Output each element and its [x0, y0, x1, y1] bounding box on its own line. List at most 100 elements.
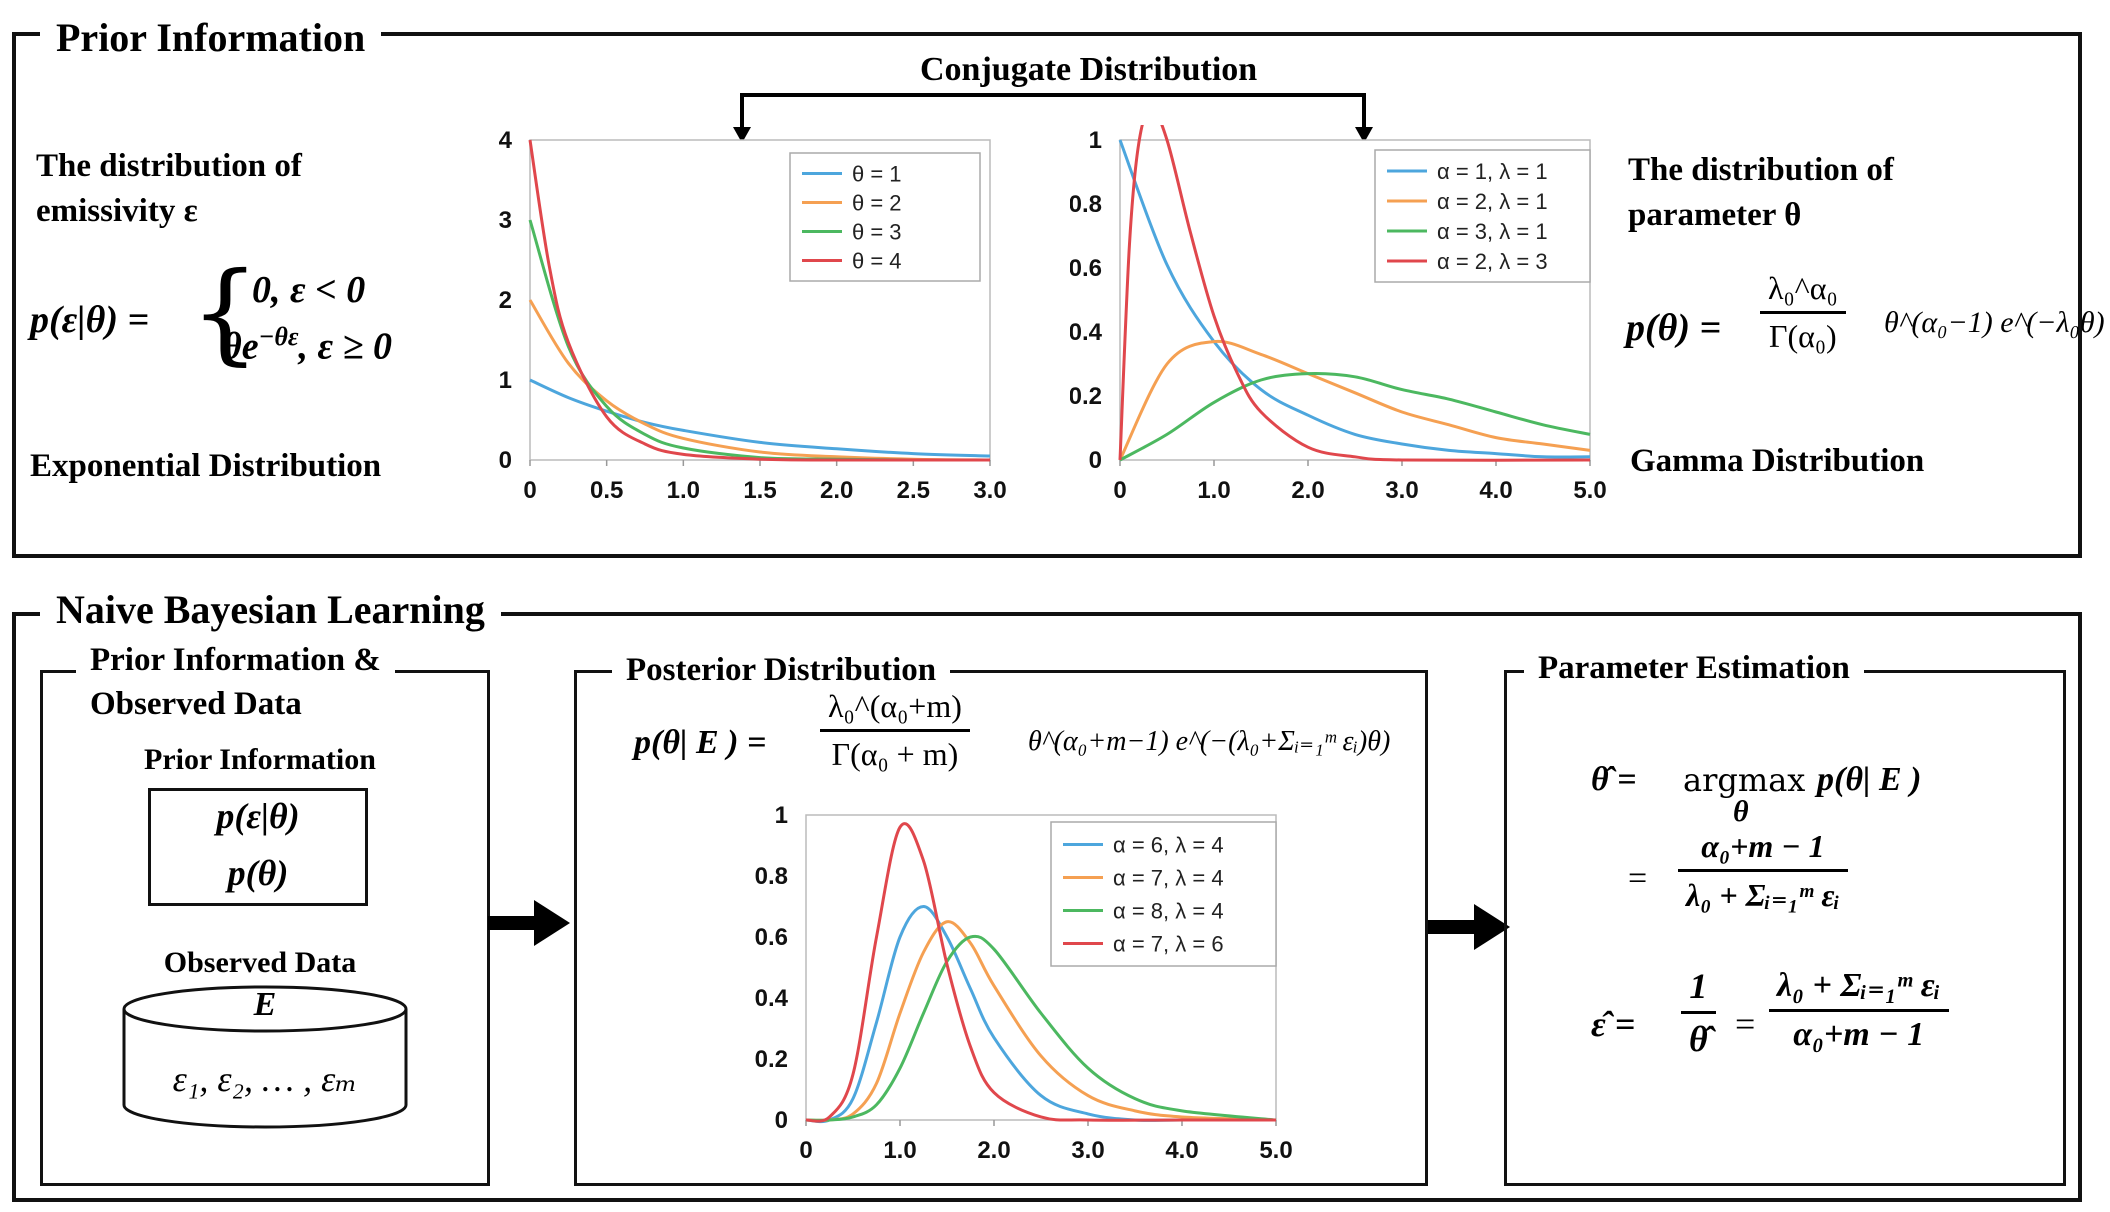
exponential-pdf-lhs: p(ε|θ) = [30, 299, 150, 341]
y-tick-label: 3 [499, 207, 512, 234]
y-tick-label: 0 [775, 1107, 788, 1134]
emissivity-desc-line2: emissivity ε [36, 193, 198, 229]
legend-label: α = 7, λ = 6 [1113, 932, 1224, 957]
x-tick-label: 2.0 [1291, 477, 1324, 504]
legend-label: α = 2, λ = 3 [1437, 249, 1548, 274]
series-line-1 [1118, 139, 1591, 459]
x-tick-label: 3.0 [973, 477, 1006, 504]
x-tick-label: 0 [1113, 477, 1126, 504]
x-tick-label: 0 [523, 477, 536, 504]
observed-samples: ε₁, ε₂, … , εₘ [172, 1059, 358, 1099]
prior-info-box [148, 788, 368, 906]
y-tick-label: 0.4 [755, 985, 789, 1012]
legend-label: α = 7, λ = 4 [1113, 866, 1224, 891]
estimate-emissivity: ε̂ = 1 θ̂ = λ₀ + Σᵢ₌₁ᵐ εᵢ α₀+m − 1 [1585, 965, 2055, 1085]
y-tick-label: 0.8 [1070, 191, 1102, 218]
prior-observed-title-2: Observed Data [90, 686, 302, 722]
x-tick-label: 1.0 [883, 1137, 916, 1164]
x-tick-label: 1.0 [1197, 477, 1230, 504]
gamma-pdf-den: Γ(α₀) [1760, 311, 1846, 355]
posterior-fraction: λ₀^(α₀+m) Γ(α₀ + m) [820, 688, 970, 773]
cases-brace: { [190, 248, 260, 376]
estimate-eps-den: α₀+m − 1 [1769, 1009, 1949, 1054]
legend-label: α = 2, λ = 1 [1437, 189, 1548, 214]
gamma-chart: 0 1.0 2.0 3.0 4.0 5.0 0 0.2 0.4 0.6 0.8 1 α = 1, λ =… [1070, 125, 1607, 504]
observed-data-label: Observed Data [163, 946, 357, 979]
posterior-chart: 0 1.0 2.0 3.0 4.0 5.0 0 0.2 0.4 0.6 0.8 1 α = 6, λ =… [755, 802, 1293, 1164]
conjugate-arrow [733, 93, 1373, 143]
estimate-theta-closed-form: = α₀+m − 1 λ₀ + Σᵢ₌₁ᵐ εᵢ [1618, 828, 2038, 938]
estimate-eps-num: λ₀ + Σᵢ₌₁ᵐ εᵢ [1777, 967, 1941, 1004]
legend-label: α = 3, λ = 1 [1437, 219, 1548, 244]
argmax-subscript: θ [1733, 795, 1749, 828]
series-line-4 [1118, 125, 1591, 462]
x-tick-label: 3.0 [1385, 477, 1418, 504]
legend-label: θ = 1 [852, 162, 902, 187]
y-tick-label: 2 [499, 287, 512, 314]
estimate-eps-inv-den: θ̂ [1681, 1011, 1716, 1060]
x-tick-label: 2.0 [977, 1137, 1010, 1164]
case-2-tail: , ε ≥ 0 [298, 325, 392, 368]
parameter-desc-line1: The distribution of [1628, 152, 1894, 188]
x-tick-label: 0 [799, 1137, 812, 1164]
exponential-dist-name: Exponential Distribution [30, 448, 382, 484]
case-2: θe−θε, ε ≥ 0 [222, 322, 392, 369]
series-line-2 [805, 920, 1277, 1122]
x-tick-label: 5.0 [1573, 477, 1606, 504]
estimate-eps-eq: = [1735, 1004, 1756, 1044]
prior-section-frame [12, 32, 2082, 558]
estimate-eps-lhs: ε̂ = [1591, 1004, 1636, 1044]
series-line-4 [805, 822, 1276, 1123]
y-tick-label: 0.6 [755, 924, 788, 951]
x-tick-label: 4.0 [1165, 1137, 1198, 1164]
y-tick-label: 0.2 [755, 1046, 788, 1073]
series-line-3 [1119, 371, 1591, 462]
database-label: E [253, 986, 277, 1023]
legend-label: α = 8, λ = 4 [1113, 899, 1224, 924]
estimate-theta-num: α₀+m − 1 [1701, 828, 1825, 864]
posterior-den: Γ(α₀ + m) [820, 729, 970, 773]
series-line-3 [805, 934, 1277, 1122]
gamma-pdf-lhs: p(θ) = [1626, 307, 1722, 349]
conjugate-label: Conjugate Distribution [920, 51, 1258, 88]
y-tick-label: 0.4 [1070, 319, 1103, 346]
y-tick-label: 0.6 [1070, 255, 1102, 282]
naive-section-title: Naive Bayesian Learning [40, 586, 501, 634]
legend-label: α = 6, λ = 4 [1113, 833, 1224, 858]
x-tick-label: 3.0 [1071, 1137, 1104, 1164]
x-tick-label: 5.0 [1259, 1137, 1292, 1164]
case-2-base: θe [222, 325, 259, 368]
case-2-exp: −θε [258, 322, 299, 351]
estimation-title: Parameter Estimation [1524, 646, 1864, 690]
legend-label: θ = 3 [852, 220, 902, 245]
y-tick-label: 1 [499, 367, 512, 394]
prior-observed-title-1: Prior Information & [76, 638, 395, 682]
argmax-operator: argmax [1683, 761, 1806, 799]
series-line-1 [529, 378, 991, 458]
estimate-eps-inv-num: 1 [1689, 966, 1708, 1006]
x-tick-label: 2.5 [897, 477, 930, 504]
flow-arrow-1 [488, 900, 570, 946]
exponential-chart: 0 0.5 1.0 1.5 2.0 2.5 3.0 0 1 2 3 4 θ = 1 θ = 2 θ = 3 θ… [499, 127, 1007, 504]
posterior-box [574, 670, 1428, 1186]
y-tick-label: 0.2 [1070, 383, 1102, 410]
naive-section-frame [12, 612, 2082, 1202]
emissivity-desc-line1: The distribution of [36, 148, 302, 184]
y-tick-label: 0.8 [755, 863, 788, 890]
flow-arrow-2 [1428, 904, 1510, 950]
posterior-formula: p(θ| E ) = λ₀^(α₀+m) Γ(α₀ + m) θ^(α₀+m−1… [634, 688, 1424, 798]
x-tick-label: 1.5 [743, 477, 776, 504]
legend-label: α = 1, λ = 1 [1437, 159, 1548, 184]
y-tick-label: 1 [775, 802, 788, 829]
prior-info-label: Prior Information [144, 743, 376, 776]
database-icon [122, 985, 408, 1129]
series-line-4 [528, 139, 991, 462]
estimate-theta-fraction: α₀+m − 1 λ₀ + Σᵢ₌₁ᵐ εᵢ [1678, 828, 1848, 914]
estimate-theta-eq: = [1628, 860, 1648, 897]
estimate-eps-inverse: 1 θ̂ [1681, 965, 1716, 1060]
estimate-theta: θ̂ = argmax θ p(θ| E ) [1585, 755, 2045, 835]
gamma-pdf-formula: p(θ) = λ₀^α₀ Γ(α₀) θ^(α₀−1) e^(−λ₀θ) [1626, 270, 2105, 380]
gamma-pdf-num: λ₀^α₀ [1768, 270, 1838, 306]
estimate-theta-den: λ₀ + Σᵢ₌₁ᵐ εᵢ [1678, 869, 1848, 914]
gamma-pdf-fraction: λ₀^α₀ Γ(α₀) [1760, 270, 1846, 355]
